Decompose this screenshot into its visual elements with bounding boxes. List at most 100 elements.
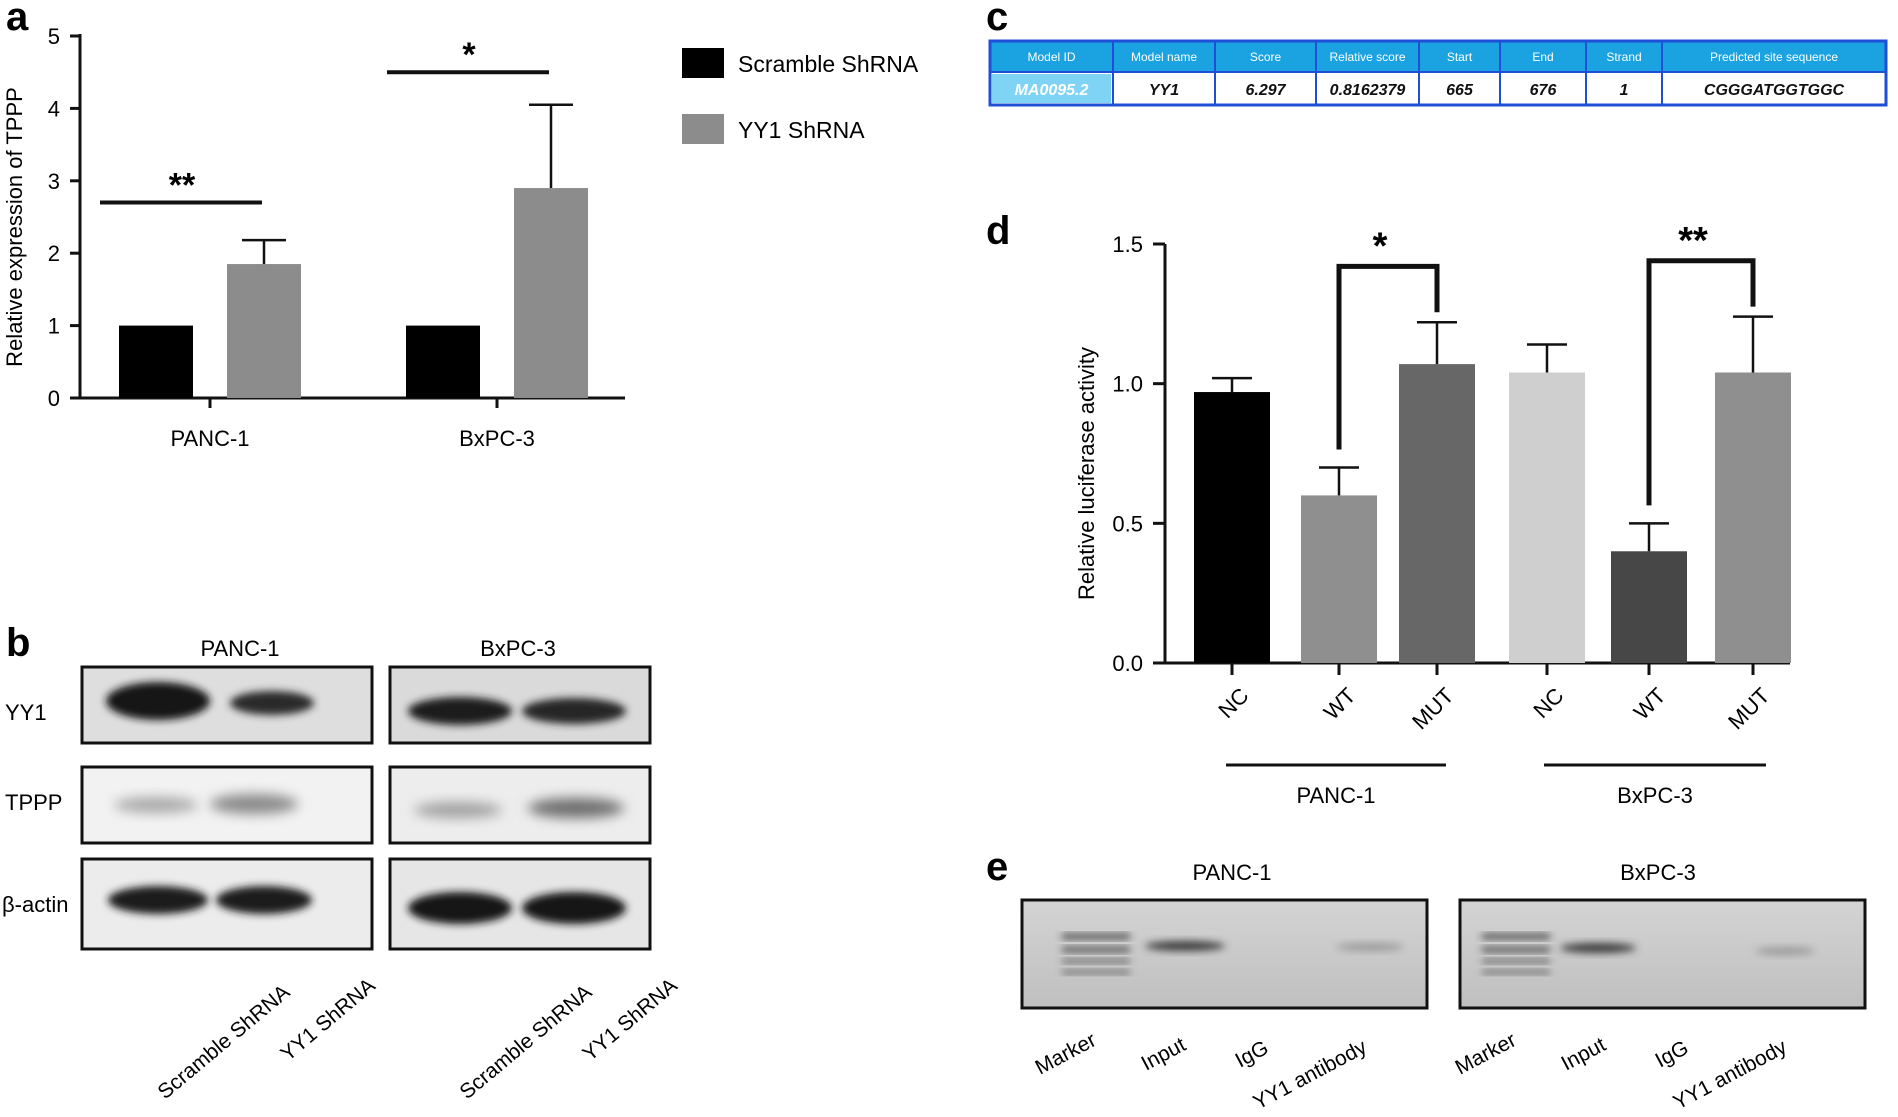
western-lane-3: Scramble ShRNA	[455, 980, 596, 1103]
chart-a: 0 1 2 3 4 5 Relative expression of TPPP PANC-1 *…	[2, 24, 919, 451]
y-tick-label: 1.5	[1112, 232, 1143, 257]
y-tick-label: 2	[48, 241, 60, 266]
band	[210, 794, 298, 814]
band	[414, 802, 502, 818]
chip-cellline-panc1: PANC-1	[1192, 860, 1271, 885]
chip-lane-input-2: Input	[1558, 1033, 1610, 1075]
chip-lane-marker-2: Marker	[1452, 1028, 1520, 1079]
legend-swatch	[682, 114, 724, 144]
chip-cellline-bxpc3: BxPC-3	[1620, 860, 1696, 885]
table-cell: 676	[1530, 82, 1557, 99]
chip-lane-input-1: Input	[1138, 1033, 1190, 1075]
western-row-label-actin: β-actin	[2, 892, 68, 917]
y-tick-label: 0.0	[1112, 651, 1143, 676]
table-header-cell: End	[1532, 50, 1553, 64]
marker-band	[1482, 959, 1550, 963]
western-cellline-bxpc3: BxPC-3	[480, 636, 556, 661]
significance-stars: *	[1373, 225, 1388, 267]
panel-label-c: c	[986, 0, 1008, 39]
western-cellline-panc1: PANC-1	[200, 636, 279, 661]
panel-label-d: d	[986, 209, 1010, 253]
significance-stars: **	[1678, 220, 1708, 262]
y-tick-label: 0	[48, 386, 60, 411]
x-tick-label: WT	[1629, 683, 1671, 725]
significance-bracket	[1646, 258, 1756, 506]
y-tick-label: 5	[48, 24, 60, 49]
marker-band	[1482, 934, 1550, 939]
panel-label-b: b	[6, 621, 30, 665]
band	[108, 886, 208, 914]
x-tick-label: WT	[1319, 683, 1361, 725]
group-label: PANC-1	[1296, 783, 1375, 808]
table-header-cell: Strand	[1606, 50, 1641, 64]
significance-stars: **	[169, 167, 196, 205]
bar-wt	[1611, 551, 1687, 663]
chip-lane-igg-1: IgG	[1232, 1036, 1273, 1072]
chip-lane-igg-2: IgG	[1652, 1036, 1693, 1072]
table-header-cell: Start	[1447, 50, 1473, 64]
table-cell: YY1	[1149, 82, 1179, 99]
chip-lane-marker-1: Marker	[1032, 1028, 1100, 1079]
marker-band	[1062, 970, 1130, 974]
x-tick-label: MUT	[1723, 683, 1774, 734]
input-band	[1560, 943, 1636, 953]
bar-mut	[1715, 372, 1791, 663]
band	[522, 698, 626, 724]
bar-mut	[1399, 364, 1475, 663]
table-cell: CGGGATGGTGGC	[1704, 82, 1845, 99]
y-tick-label: 0.5	[1112, 511, 1143, 536]
table-cell-highlight	[992, 74, 1111, 103]
antibody-band	[1755, 947, 1815, 955]
band	[216, 886, 312, 914]
table-header-cell: Predicted site sequence	[1710, 50, 1838, 64]
western-lane-2: YY1 ShRNA	[276, 974, 379, 1066]
y-axis-label: Relative luciferase activity	[1074, 347, 1099, 600]
y-axis-label: Relative expression of TPPP	[2, 87, 27, 367]
band	[408, 697, 512, 725]
chip-lane-antibody-2: YY1 antibody	[1670, 1035, 1792, 1112]
band	[230, 691, 314, 715]
marker-band	[1062, 947, 1130, 952]
table-cell: 1	[1620, 82, 1629, 99]
table-header-cell: Relative score	[1329, 50, 1405, 64]
band	[114, 797, 198, 813]
table-cell: 665	[1446, 82, 1474, 99]
table-header-cell: Model ID	[1027, 50, 1075, 64]
y-tick-label: 4	[48, 96, 60, 121]
y-tick-label: 3	[48, 169, 60, 194]
marker-band	[1482, 970, 1550, 974]
chip-gels	[1020, 898, 1867, 1010]
legend-label: Scramble ShRNA	[738, 51, 919, 77]
band	[528, 798, 624, 818]
x-tick-label: BxPC-3	[459, 426, 535, 451]
y-tick-label: 1	[48, 314, 60, 339]
x-tick-label: NC	[1528, 683, 1568, 723]
x-tick-label: PANC-1	[170, 426, 249, 451]
group-label: BxPC-3	[1617, 783, 1693, 808]
band	[522, 892, 626, 924]
significance-stars: *	[462, 36, 476, 74]
band	[106, 682, 210, 720]
bar-nc	[1509, 372, 1585, 663]
table-cell: 0.8162379	[1330, 82, 1406, 99]
table-cell: 6.297	[1245, 82, 1286, 99]
marker-band	[1482, 947, 1550, 952]
motif-table: Model ID MA0095.2 Model name YY1 Score 6.297 R…	[988, 39, 1888, 107]
western-row-label-tppp: TPPP	[5, 790, 62, 815]
western-row-label-yy1: YY1	[5, 700, 47, 725]
table-header-bg	[990, 41, 1886, 72]
western-lane-4: YY1 ShRNA	[578, 974, 681, 1066]
bar-nc	[1194, 392, 1270, 663]
bar-wt	[1301, 495, 1377, 663]
input-band	[1145, 941, 1225, 951]
table-header-cell: Model name	[1131, 50, 1197, 64]
bar-scramble	[406, 325, 480, 398]
legend-label: YY1 ShRNA	[738, 117, 865, 143]
marker-band	[1062, 959, 1130, 963]
bar-yy1	[514, 188, 588, 398]
significance-bracket	[1336, 263, 1440, 450]
marker-band	[1062, 934, 1130, 939]
table-row-bg	[990, 72, 1886, 105]
chart-d: 0.0 0.5 1.0 1.5 Relative luciferase activity…	[1074, 220, 1791, 808]
x-tick-label: MUT	[1407, 683, 1458, 734]
